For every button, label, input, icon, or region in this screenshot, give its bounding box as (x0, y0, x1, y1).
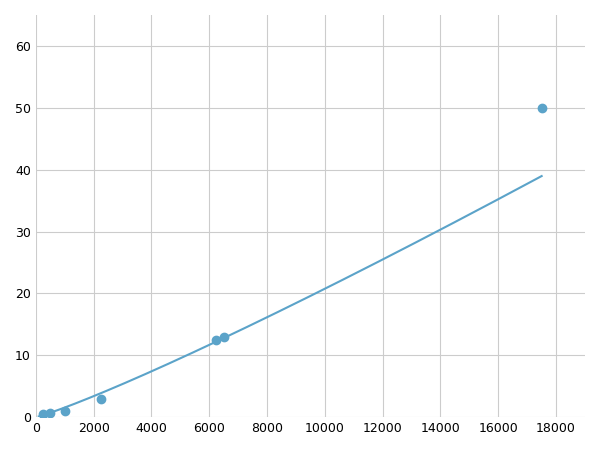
Point (212, 336, 221, 343)
Point (60, 407, 70, 414)
Point (46, 409, 55, 416)
Point (96, 395, 106, 402)
Point (537, 104, 547, 112)
Point (38, 410, 48, 418)
Point (219, 333, 229, 340)
